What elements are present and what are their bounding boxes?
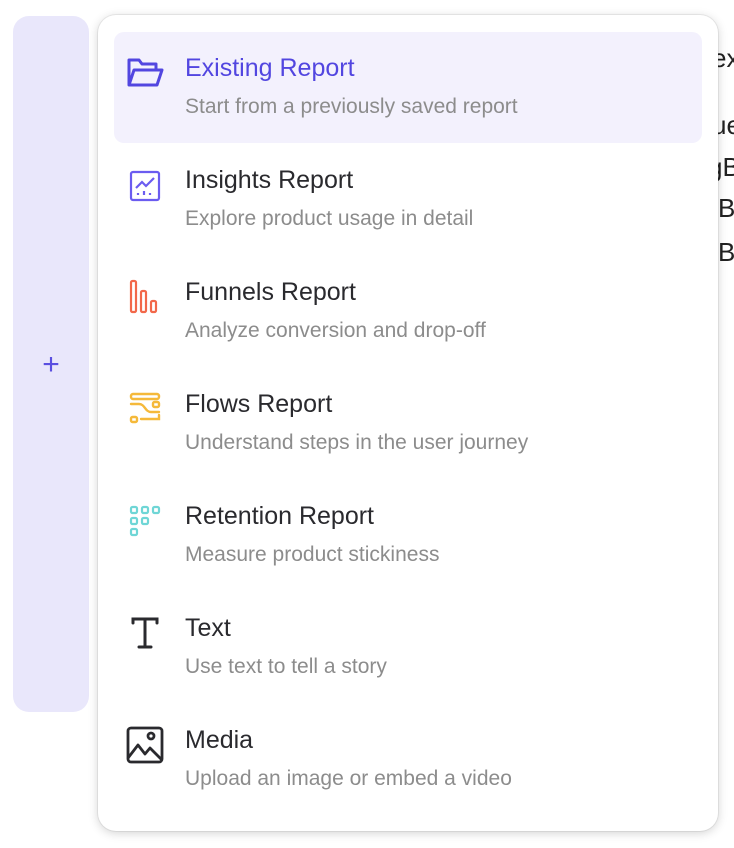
menu-item-existing-report[interactable]: Existing Report Start from a previously … [114,32,702,143]
item-title: Funnels Report [185,278,356,306]
add-report-menu: Existing Report Start from a previously … [98,15,718,831]
menu-item-text[interactable]: Text Use text to tell a story [114,592,702,703]
menu-item-flows-report[interactable]: Flows Report Understand steps in the use… [114,368,702,479]
insights-chart-icon [129,170,161,202]
item-subtitle: Measure product stickiness [185,543,440,566]
funnel-bars-icon [129,279,158,314]
menu-item-media[interactable]: Media Upload an image or embed a video [114,704,702,815]
item-title: Insights Report [185,166,354,194]
background-text: B [718,237,734,267]
add-card-button[interactable]: + [13,16,89,712]
item-title: Media [185,726,254,754]
text-icon [131,617,159,649]
item-subtitle: Upload an image or embed a video [185,767,512,790]
menu-item-insights-report[interactable]: Insights Report Explore product usage in… [114,144,702,255]
item-subtitle: Use text to tell a story [185,655,387,678]
item-title: Text [185,614,231,642]
menu-item-retention-report[interactable]: Retention Report Measure product stickin… [114,480,702,591]
item-title: Existing Report [185,54,355,82]
folder-open-icon [127,58,164,87]
item-subtitle: Start from a previously saved report [185,95,518,118]
item-title: Retention Report [185,502,375,530]
item-title: Flows Report [185,390,333,418]
item-subtitle: Analyze conversion and drop-off [185,319,486,342]
plus-icon: + [42,348,60,381]
retention-grid-icon [129,505,161,537]
flows-icon [129,392,161,424]
background-text: B [718,193,734,223]
item-subtitle: Understand steps in the user journey [185,431,529,454]
item-subtitle: Explore product usage in detail [185,207,474,230]
image-icon [126,726,164,764]
menu-item-funnels-report[interactable]: Funnels Report Analyze conversion and dr… [114,256,702,367]
